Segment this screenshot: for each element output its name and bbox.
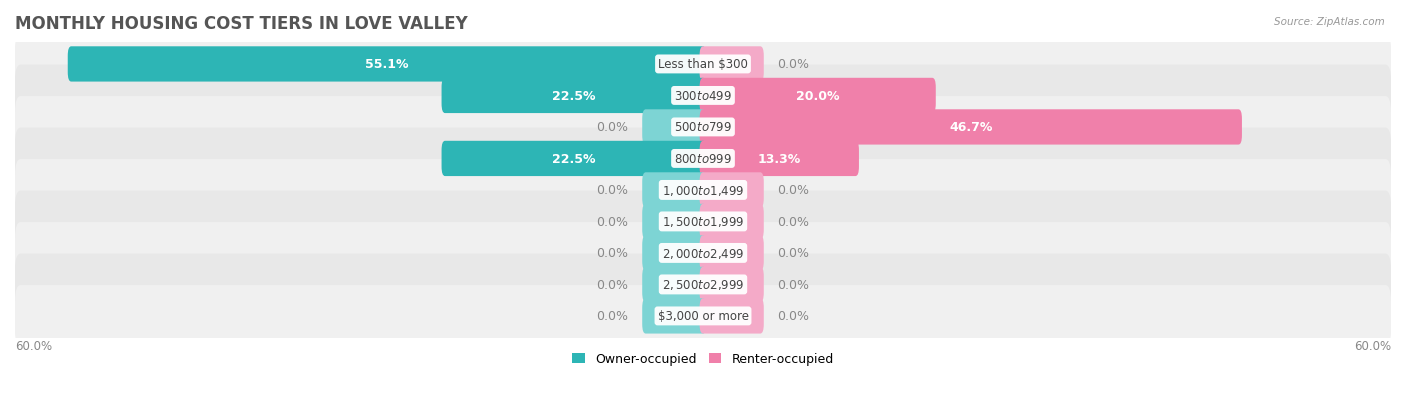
Text: 0.0%: 0.0% — [778, 247, 810, 260]
Text: 0.0%: 0.0% — [596, 184, 628, 197]
FancyBboxPatch shape — [441, 78, 706, 114]
FancyBboxPatch shape — [15, 34, 1391, 95]
Text: 0.0%: 0.0% — [596, 310, 628, 323]
Text: 22.5%: 22.5% — [553, 90, 596, 103]
Text: 22.5%: 22.5% — [553, 152, 596, 166]
Text: $800 to $999: $800 to $999 — [673, 152, 733, 166]
Text: 0.0%: 0.0% — [778, 310, 810, 323]
Text: Source: ZipAtlas.com: Source: ZipAtlas.com — [1274, 17, 1385, 26]
FancyBboxPatch shape — [15, 254, 1391, 316]
Text: 13.3%: 13.3% — [758, 152, 801, 166]
FancyBboxPatch shape — [643, 299, 706, 334]
FancyBboxPatch shape — [643, 267, 706, 302]
FancyBboxPatch shape — [643, 173, 706, 208]
Text: 0.0%: 0.0% — [596, 121, 628, 134]
Text: 0.0%: 0.0% — [596, 216, 628, 228]
FancyBboxPatch shape — [700, 78, 936, 114]
Text: $3,000 or more: $3,000 or more — [658, 310, 748, 323]
FancyBboxPatch shape — [15, 65, 1391, 127]
FancyBboxPatch shape — [700, 236, 763, 271]
Legend: Owner-occupied, Renter-occupied: Owner-occupied, Renter-occupied — [568, 347, 838, 370]
Text: $2,500 to $2,999: $2,500 to $2,999 — [662, 278, 744, 292]
FancyBboxPatch shape — [441, 141, 706, 177]
FancyBboxPatch shape — [643, 204, 706, 240]
Text: 0.0%: 0.0% — [596, 278, 628, 291]
Text: $2,000 to $2,499: $2,000 to $2,499 — [662, 246, 744, 260]
Text: 0.0%: 0.0% — [596, 247, 628, 260]
FancyBboxPatch shape — [15, 128, 1391, 190]
FancyBboxPatch shape — [700, 267, 763, 302]
Text: $1,000 to $1,499: $1,000 to $1,499 — [662, 183, 744, 197]
FancyBboxPatch shape — [700, 204, 763, 240]
Text: $300 to $499: $300 to $499 — [673, 90, 733, 103]
Text: 60.0%: 60.0% — [15, 339, 52, 352]
FancyBboxPatch shape — [700, 299, 763, 334]
Text: 0.0%: 0.0% — [778, 58, 810, 71]
Text: 0.0%: 0.0% — [778, 278, 810, 291]
Text: 55.1%: 55.1% — [366, 58, 409, 71]
Text: Less than $300: Less than $300 — [658, 58, 748, 71]
Text: $1,500 to $1,999: $1,500 to $1,999 — [662, 215, 744, 229]
FancyBboxPatch shape — [15, 191, 1391, 253]
FancyBboxPatch shape — [643, 110, 706, 145]
FancyBboxPatch shape — [15, 160, 1391, 221]
FancyBboxPatch shape — [700, 141, 859, 177]
Text: 0.0%: 0.0% — [778, 216, 810, 228]
FancyBboxPatch shape — [15, 285, 1391, 347]
FancyBboxPatch shape — [67, 47, 706, 82]
Text: 0.0%: 0.0% — [778, 184, 810, 197]
Text: MONTHLY HOUSING COST TIERS IN LOVE VALLEY: MONTHLY HOUSING COST TIERS IN LOVE VALLE… — [15, 15, 468, 33]
FancyBboxPatch shape — [15, 97, 1391, 159]
Text: 60.0%: 60.0% — [1354, 339, 1391, 352]
Text: $500 to $799: $500 to $799 — [673, 121, 733, 134]
FancyBboxPatch shape — [643, 236, 706, 271]
FancyBboxPatch shape — [700, 110, 1241, 145]
FancyBboxPatch shape — [15, 223, 1391, 284]
Text: 46.7%: 46.7% — [949, 121, 993, 134]
Text: 20.0%: 20.0% — [796, 90, 839, 103]
FancyBboxPatch shape — [700, 47, 763, 82]
FancyBboxPatch shape — [700, 173, 763, 208]
